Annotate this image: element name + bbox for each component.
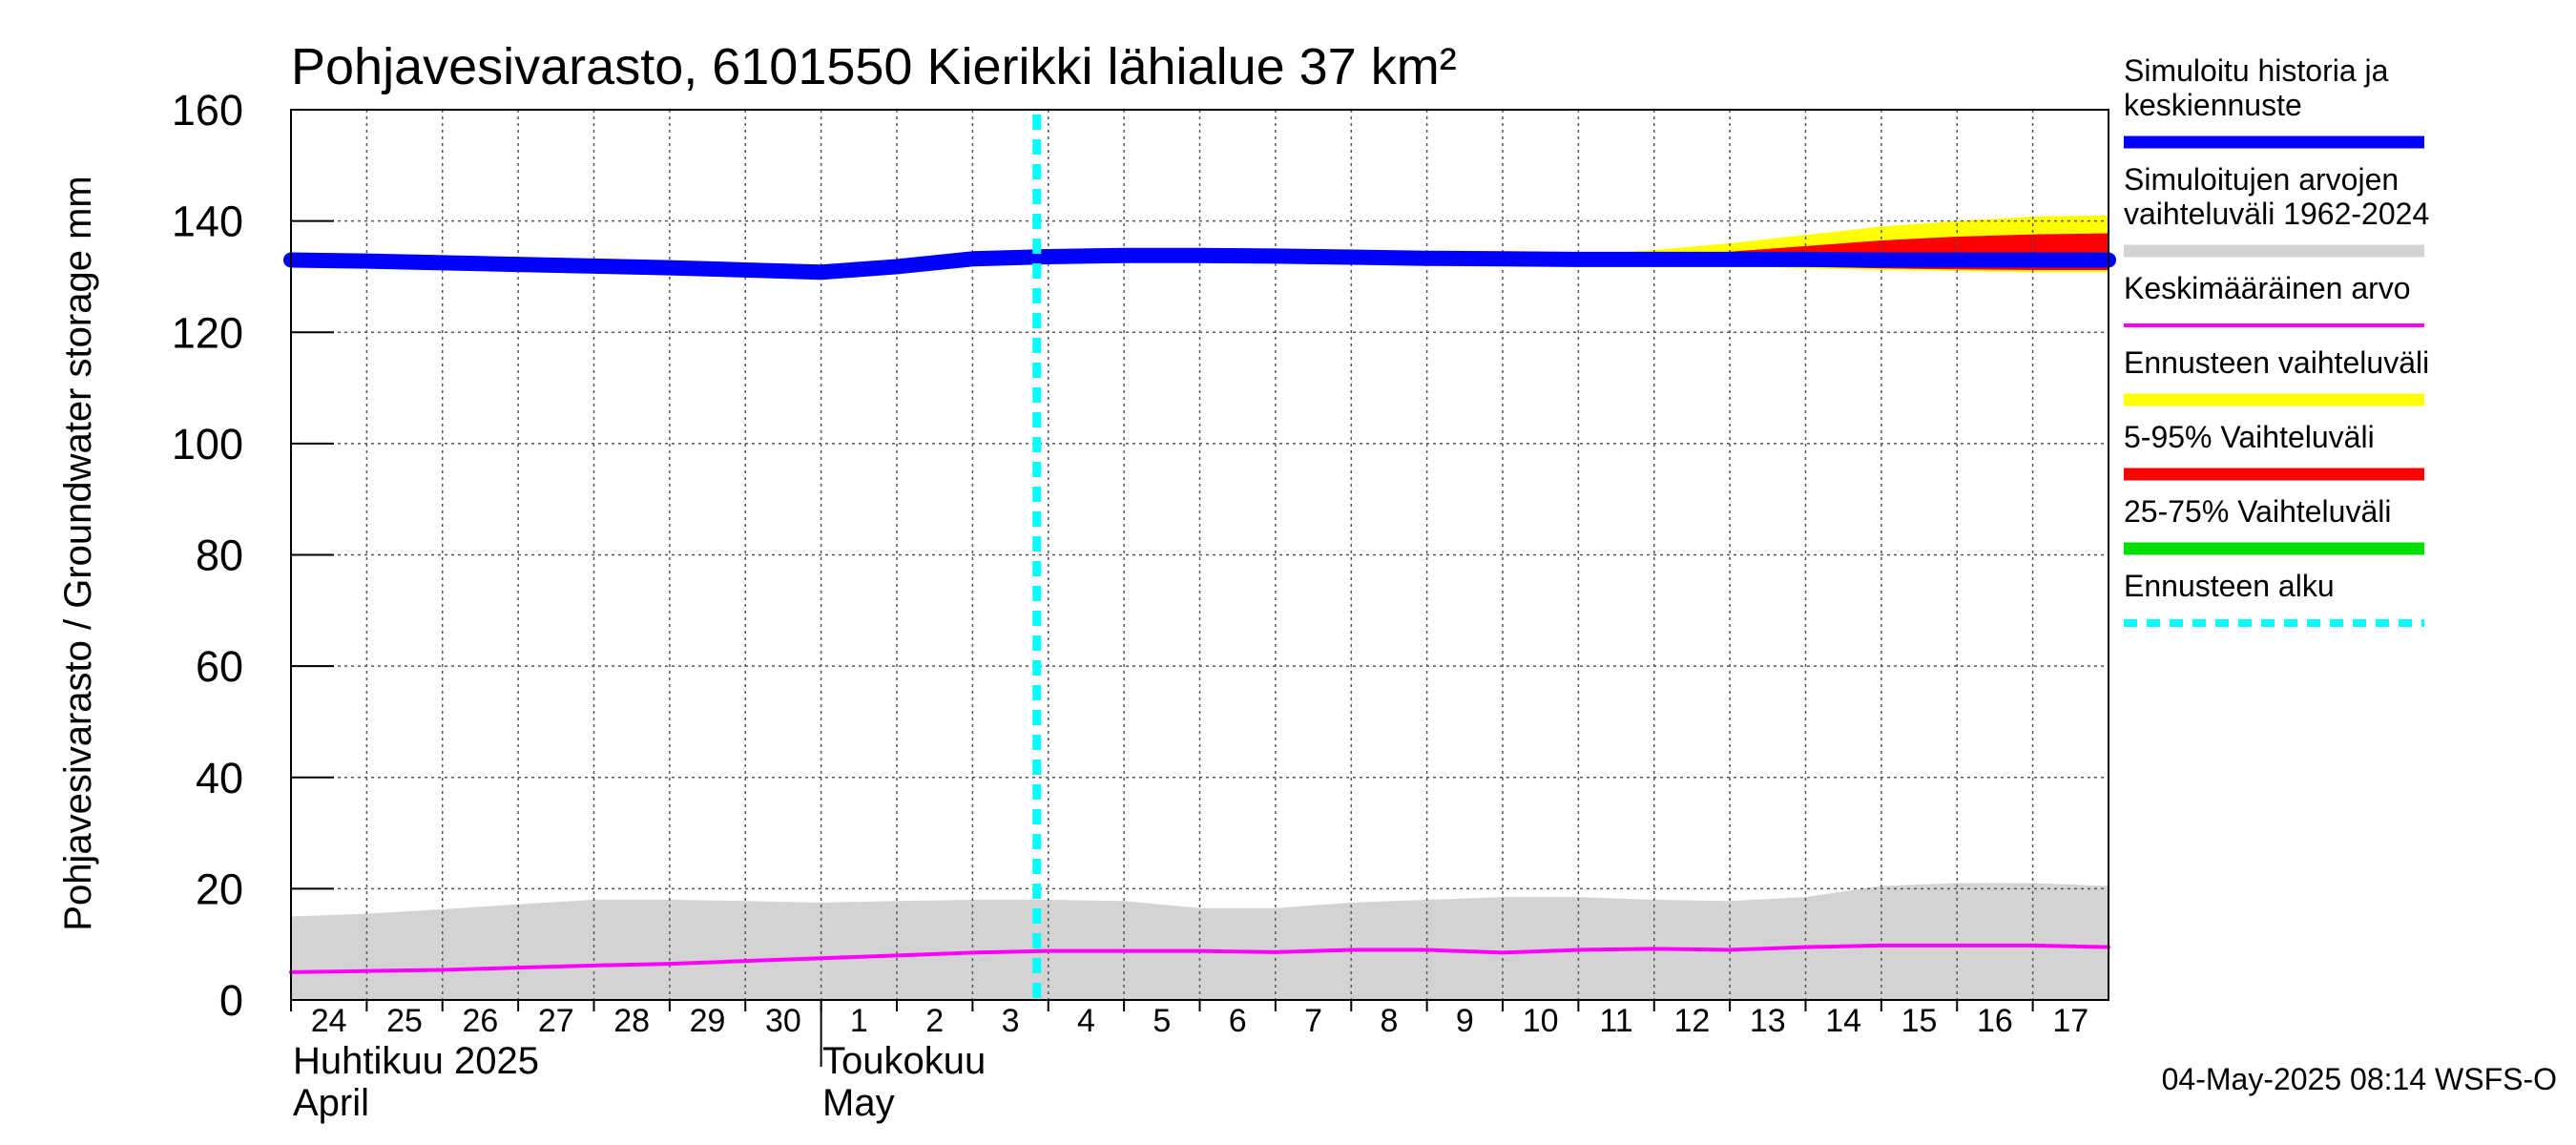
x-tick-label: 1 [850,1003,868,1039]
x-tick-label: 15 [1901,1003,1938,1039]
legend-label: Ennusteen vaihteluväli [2124,345,2429,380]
x-tick-label: 10 [1523,1003,1559,1039]
chart-lines [283,114,2116,1000]
y-tick-label: 80 [196,531,243,580]
month-label-fi: Toukokuu [822,1040,986,1082]
x-tick-label: 30 [765,1003,801,1039]
x-tick-label: 28 [613,1003,650,1039]
y-tick-label: 40 [196,754,243,802]
x-tick-label: 2 [925,1003,944,1039]
legend-label: Simuloitujen arvojen [2124,162,2399,197]
x-tick-label: 14 [1825,1003,1861,1039]
legend-label: keskiennuste [2124,88,2302,122]
x-tick-label: 29 [690,1003,726,1039]
x-tick-label: 26 [463,1003,499,1039]
y-tick-label: 60 [196,642,243,691]
line-simuloitu-historia-ja-keskiennuste [283,247,2116,281]
x-tick-label: 16 [1977,1003,2013,1039]
y-axis-label: Pohjavesivarasto / Groundwater storage m… [57,176,99,930]
month-label-fi: Huhtikuu 2025 [293,1040,539,1082]
timestamp-footer: 04-May-2025 08:14 WSFS-O [2162,1062,2557,1096]
x-tick-label: 4 [1077,1003,1095,1039]
chart-title: Pohjavesivarasto, 6101550 Kierikki lähia… [291,38,1457,95]
legend-label: 25-75% Vaihteluväli [2124,494,2391,529]
line-keskim-r-inen-arvo [289,943,2110,974]
x-tick-label: 3 [1002,1003,1020,1039]
y-tick-label: 140 [172,198,243,246]
y-tick-label: 20 [196,864,243,913]
legend-label: vaihteluväli 1962-2024 [2124,197,2429,231]
x-tick-label: 7 [1304,1003,1322,1039]
x-tick-label: 17 [2052,1003,2088,1039]
y-tick-label: 160 [172,86,243,135]
month-label-en: April [293,1082,369,1124]
chart-bands [291,215,2109,1000]
x-tick-label: 12 [1674,1003,1711,1039]
x-tick-label: 27 [538,1003,574,1039]
y-tick-label: 0 [219,976,243,1025]
x-tick-label: 6 [1229,1003,1247,1039]
legend-label: Keskimääräinen arvo [2124,271,2411,305]
legend-label: Ennusteen alku [2124,569,2335,603]
x-tick-label: 9 [1456,1003,1474,1039]
x-tick-label: 8 [1380,1003,1398,1039]
legend-label: 5-95% Vaihteluväli [2124,420,2375,454]
x-tick-label: 25 [386,1003,423,1039]
x-tick-label: 13 [1750,1003,1786,1039]
y-tick-label: 120 [172,308,243,357]
month-label-en: May [822,1082,895,1124]
x-tick-label: 5 [1153,1003,1171,1039]
legend-label: Simuloitu historia ja [2124,53,2389,88]
x-tick-label: 11 [1599,1003,1632,1039]
y-tick-label: 100 [172,420,243,468]
x-tick-label: 24 [311,1003,347,1039]
